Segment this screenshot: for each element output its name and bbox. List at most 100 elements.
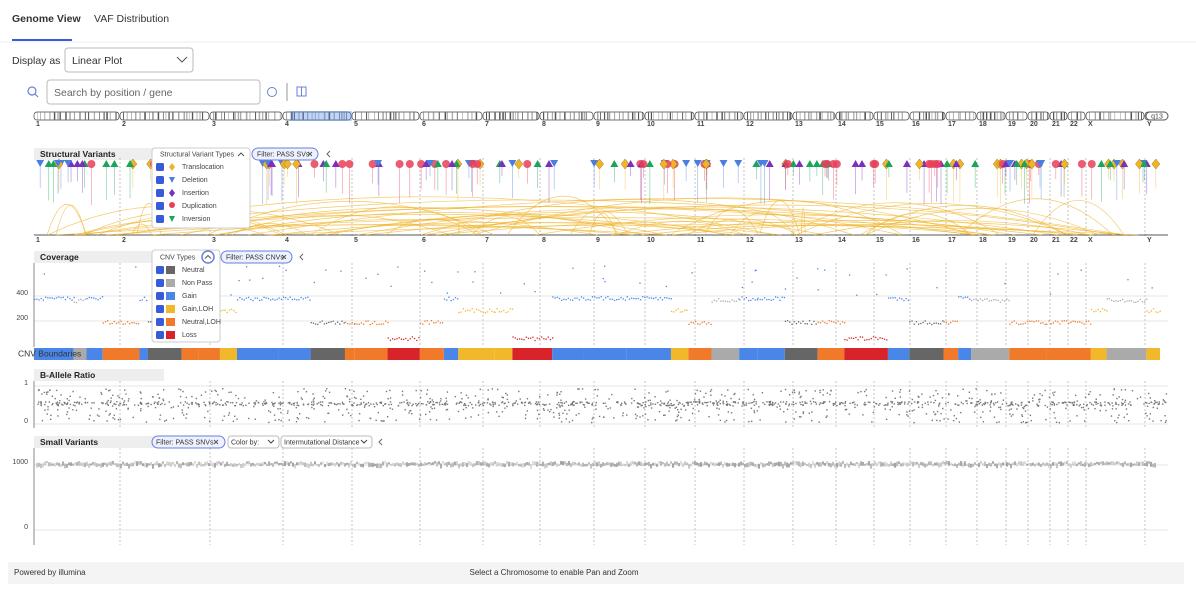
baf-point: [900, 402, 903, 404]
baf-point: [545, 403, 547, 406]
color-by-label[interactable]: Color by:: [231, 439, 259, 446]
remove-icon[interactable]: [281, 254, 287, 260]
filter-pill[interactable]: [151, 435, 226, 449]
legend-swatch: [166, 331, 175, 339]
baf-point: [654, 396, 656, 398]
search-input[interactable]: [46, 79, 261, 105]
coverage-point: [493, 311, 495, 313]
legend-checkbox[interactable]: [156, 292, 164, 300]
collapse-arrow[interactable]: [299, 253, 304, 261]
search-placeholder[interactable]: Search by position / gene: [54, 87, 173, 99]
color-by-select[interactable]: [227, 435, 280, 449]
filter-text[interactable]: Filter: PASS CNVs: [226, 254, 284, 261]
tab-vaf[interactable]: VAF Distribution: [94, 13, 169, 25]
legend-checkbox[interactable]: [156, 189, 164, 197]
baf-point: [860, 390, 862, 393]
snv-point: [624, 463, 626, 467]
baf-point: [871, 421, 873, 423]
legend-checkbox[interactable]: [156, 279, 164, 287]
filter-text[interactable]: Filter: PASS SVs: [257, 151, 310, 158]
baf-point: [798, 393, 800, 395]
baf-point: [960, 411, 962, 414]
legend-checkbox[interactable]: [156, 163, 164, 171]
legend-checkbox[interactable]: [156, 202, 164, 210]
baf-point: [800, 416, 802, 418]
baf-point: [529, 401, 531, 403]
baf-point: [839, 402, 841, 404]
coverage-point: [962, 297, 964, 299]
legend-checkbox[interactable]: [156, 318, 164, 326]
tab-genome-view[interactable]: Genome View: [12, 13, 81, 25]
color-value[interactable]: Intermutational Distance: [284, 439, 360, 446]
filter-pill[interactable]: [220, 250, 293, 264]
remove-icon[interactable]: [213, 439, 219, 445]
snv-point: [314, 461, 316, 465]
help-icon[interactable]: [267, 87, 277, 97]
collapse-arrow[interactable]: [326, 150, 331, 158]
baf-point: [768, 401, 771, 403]
legend-checkbox[interactable]: [156, 331, 164, 339]
coverage-point: [274, 299, 276, 301]
ideogram[interactable]: 1 2 3 4 5 6 7 8 9 10 11 12 13 14 15 16 17 18 19 20 21 22 X Y: [33, 111, 1168, 128]
collapse-button[interactable]: [201, 250, 215, 264]
baf-point: [1069, 420, 1071, 422]
remove-icon[interactable]: [307, 151, 313, 157]
snv-point: [804, 462, 806, 465]
band: [378, 112, 379, 120]
filter-text[interactable]: Filter: PASS SNVs: [156, 439, 214, 446]
baf-point: [649, 399, 651, 402]
snv-point: [768, 461, 770, 466]
legend-checkbox[interactable]: [156, 176, 164, 184]
snv-point: [686, 462, 688, 465]
baf-point: [993, 416, 996, 418]
baf-point: [1148, 402, 1150, 405]
legend-checkbox[interactable]: [156, 305, 164, 313]
baf-point: [595, 408, 597, 410]
snv-point: [852, 463, 854, 466]
select-box[interactable]: [64, 47, 194, 73]
legend-title: Structural Variant Types: [160, 151, 235, 158]
snv-controls[interactable]: Filter: PASS SNVs Color by: Intermutatio…: [151, 435, 383, 449]
filter-pill[interactable]: [251, 147, 319, 161]
band: [126, 112, 128, 120]
snv-point: [836, 462, 838, 468]
snv-point: [920, 461, 922, 466]
sv-marker: [126, 160, 135, 167]
baf-point: [1122, 403, 1124, 405]
baf-point: [971, 397, 973, 400]
snv-point: [114, 463, 116, 466]
baf-point: [829, 393, 831, 396]
snv-point: [200, 462, 202, 467]
sv-filter[interactable]: Filter: PASS SVs: [251, 147, 331, 161]
baf-point: [117, 418, 120, 421]
collapse-arrow[interactable]: [378, 438, 383, 446]
band: [931, 112, 933, 120]
baf-point: [608, 398, 610, 400]
coverage-point: [1070, 321, 1072, 323]
coverage-point: [310, 321, 312, 324]
band: [318, 112, 320, 120]
baf-point: [683, 405, 685, 407]
color-value-select[interactable]: [280, 435, 373, 449]
legend-checkbox[interactable]: [156, 215, 164, 223]
baf-point: [69, 403, 72, 406]
coverage-point: [752, 297, 754, 300]
cnv-filter[interactable]: Filter: PASS CNVs: [220, 250, 304, 264]
baf-point: [695, 401, 697, 403]
band: [268, 112, 270, 120]
baf-point: [693, 401, 695, 403]
coverage-point: [73, 301, 75, 303]
snv-point: [220, 462, 222, 466]
baf-point: [691, 403, 693, 405]
sv-marker: [659, 158, 669, 170]
collapse-icon[interactable]: [237, 152, 245, 157]
legend-checkbox[interactable]: [156, 266, 164, 274]
snv-point: [284, 461, 286, 467]
sv-marker: [645, 160, 654, 167]
snv-point: [316, 463, 318, 466]
cnv-segment: [552, 348, 584, 360]
select-value[interactable]: Linear Plot: [72, 55, 122, 67]
baf-point: [990, 400, 993, 402]
display-select[interactable]: Linear Plot: [64, 47, 194, 73]
coverage-point: [135, 322, 137, 325]
